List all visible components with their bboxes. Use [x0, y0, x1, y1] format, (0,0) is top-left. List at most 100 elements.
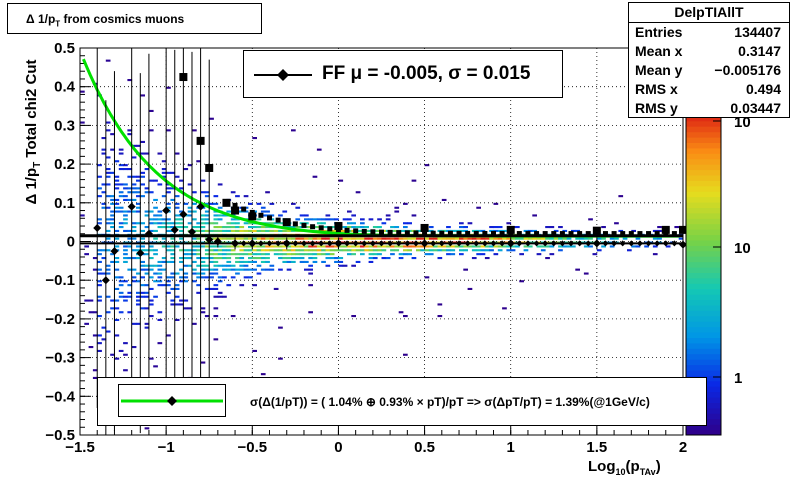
heatmap-cell	[174, 206, 180, 209]
mean-marker	[499, 240, 506, 247]
heatmap-cell	[136, 303, 141, 306]
heatmap-cell	[260, 245, 266, 248]
heatmap-cell	[329, 218, 335, 221]
mean-marker	[179, 210, 188, 219]
mean-marker	[438, 240, 445, 247]
mean-marker	[387, 240, 394, 247]
heatmap-cell	[101, 272, 107, 275]
heatmap-cell	[105, 168, 111, 171]
heatmap-cell	[105, 249, 111, 252]
heatmap-cell	[196, 229, 201, 232]
heatmap-cell	[420, 249, 425, 252]
heatmap-cell	[148, 210, 154, 213]
heatmap-cell	[502, 245, 507, 248]
heatmap-cell	[497, 237, 503, 240]
heatmap-cell	[97, 284, 102, 287]
heatmap-cell	[192, 226, 197, 229]
heatmap-cell	[252, 253, 257, 256]
heatmap-cell	[217, 206, 223, 209]
heatmap-cell	[179, 303, 184, 306]
heatmap-cell	[84, 322, 89, 325]
heatmap-cell	[493, 245, 499, 248]
heatmap-cell	[105, 311, 111, 314]
heatmap-cell	[308, 284, 313, 287]
heatmap-cell	[166, 218, 171, 221]
heatmap-cell	[127, 168, 133, 171]
heatmap-cell	[140, 284, 145, 287]
heatmap-cell	[217, 229, 223, 232]
heatmap-cell	[209, 268, 214, 271]
heatmap-cell	[248, 260, 253, 263]
heatmap-cell	[174, 287, 180, 290]
heatmap-cell	[243, 249, 249, 252]
sigma-marker	[248, 212, 257, 221]
heatmap-cell	[278, 237, 283, 240]
chart-title: Δ 1/pT from cosmics muons	[26, 12, 185, 29]
heatmap-cell	[652, 237, 658, 240]
heatmap-cell	[127, 79, 133, 82]
heatmap-cell	[278, 268, 283, 271]
heatmap-cell	[127, 295, 133, 298]
sigma-marker	[231, 206, 240, 215]
heatmap-cell	[174, 226, 180, 229]
heatmap-cell	[515, 245, 520, 248]
heatmap-cell	[420, 237, 425, 240]
heatmap-cell	[110, 214, 115, 217]
heatmap-cell	[105, 156, 111, 159]
heatmap-cell	[403, 226, 408, 229]
heatmap-cell	[459, 253, 464, 256]
y-tick-label: 0	[67, 234, 75, 251]
heatmap-cell	[609, 237, 615, 240]
heatmap-cell	[273, 229, 279, 232]
sigma-marker	[602, 231, 608, 237]
heatmap-cell	[183, 272, 189, 275]
heatmap-cell	[523, 249, 529, 252]
heatmap-cell	[187, 222, 193, 225]
heatmap-cell	[360, 245, 365, 248]
heatmap-cell	[351, 315, 356, 318]
heatmap-cell	[334, 245, 339, 248]
heatmap-cell	[398, 311, 404, 314]
heatmap-cell	[187, 257, 193, 260]
heatmap-cell	[213, 287, 219, 290]
heatmap-cell	[179, 222, 184, 225]
palette-step	[686, 250, 721, 257]
heatmap-cell	[140, 264, 145, 267]
heatmap-cell	[101, 191, 107, 194]
heatmap-cell	[471, 249, 477, 252]
heatmap-cell	[97, 315, 102, 318]
heatmap-cell	[136, 245, 141, 248]
heatmap-cell	[131, 237, 137, 240]
heatmap-cell	[192, 322, 197, 325]
heatmap-cell	[265, 237, 270, 240]
heatmap-cell	[351, 249, 356, 252]
heatmap-cell	[209, 202, 214, 205]
heatmap-cell	[304, 218, 309, 221]
heatmap-cell	[381, 222, 387, 225]
heatmap-cell	[248, 268, 253, 271]
sigma-marker	[646, 231, 652, 237]
heatmap-cell	[105, 264, 111, 267]
heatmap-cell	[196, 237, 201, 240]
palette-step	[686, 256, 721, 263]
sigma-marker	[284, 219, 290, 225]
heatmap-cell	[140, 237, 145, 240]
heatmap-cell	[428, 245, 434, 248]
heatmap-cell	[92, 369, 98, 372]
heatmap-cell	[179, 229, 184, 232]
heatmap-cell	[239, 257, 245, 260]
heatmap-cell	[471, 257, 477, 260]
heatmap-cell	[230, 237, 236, 240]
heatmap-cell	[140, 229, 145, 232]
heatmap-cell	[213, 264, 219, 267]
heatmap-cell	[131, 175, 137, 178]
heatmap-cell	[304, 253, 309, 256]
sigma-marker	[542, 231, 548, 237]
heatmap-cell	[235, 222, 240, 225]
heatmap-cell	[213, 295, 219, 298]
heatmap-cell	[174, 214, 180, 217]
heatmap-cell	[123, 168, 128, 171]
heatmap-cell	[148, 268, 154, 271]
heatmap-cell	[269, 245, 275, 248]
heatmap-cell	[118, 222, 124, 225]
